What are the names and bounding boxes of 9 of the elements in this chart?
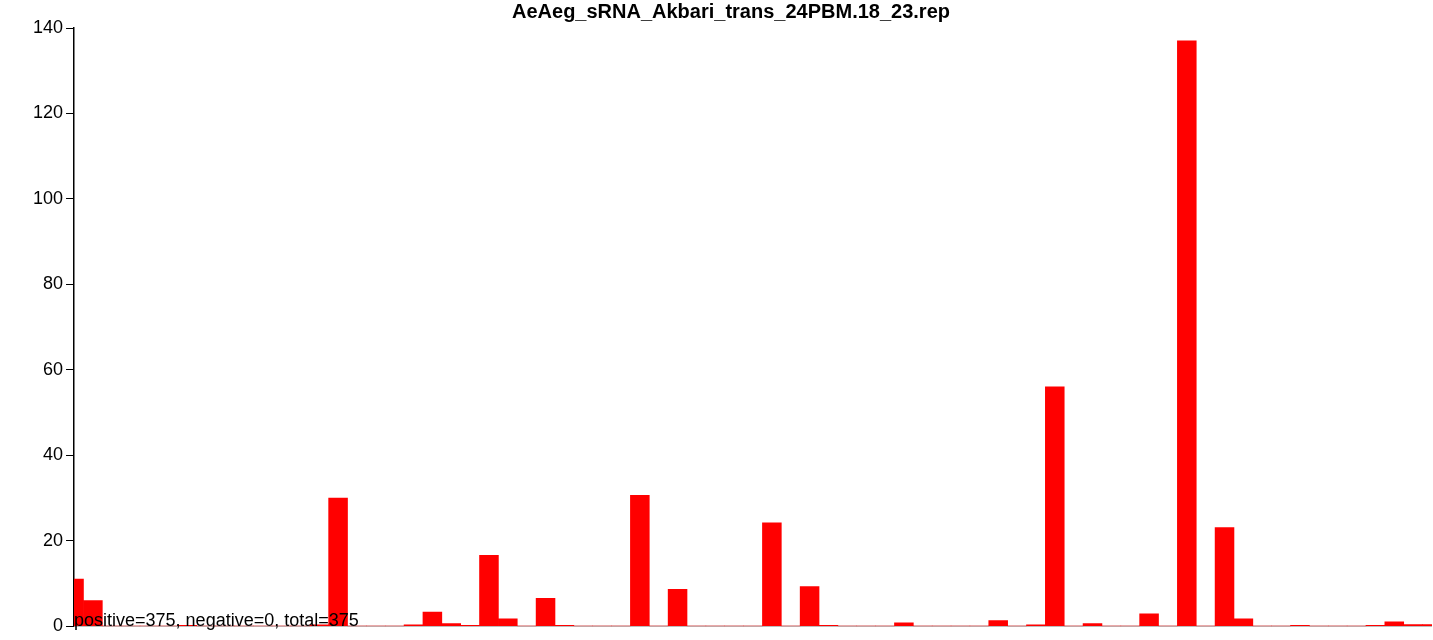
y-tick-label: 60 <box>43 358 64 379</box>
y-tick-label: 0 <box>53 615 64 636</box>
y-tick-label: 40 <box>43 444 64 465</box>
y-tick-label: 100 <box>32 187 64 208</box>
y-tick-label: 140 <box>32 16 64 37</box>
chart-title: AeAeg_sRNA_Akbari_trans_24PBM.18_23.rep <box>512 0 950 22</box>
y-tick-label: 20 <box>43 529 64 550</box>
y-tick-label: 120 <box>32 102 64 123</box>
y-tick-label: 80 <box>43 273 64 294</box>
